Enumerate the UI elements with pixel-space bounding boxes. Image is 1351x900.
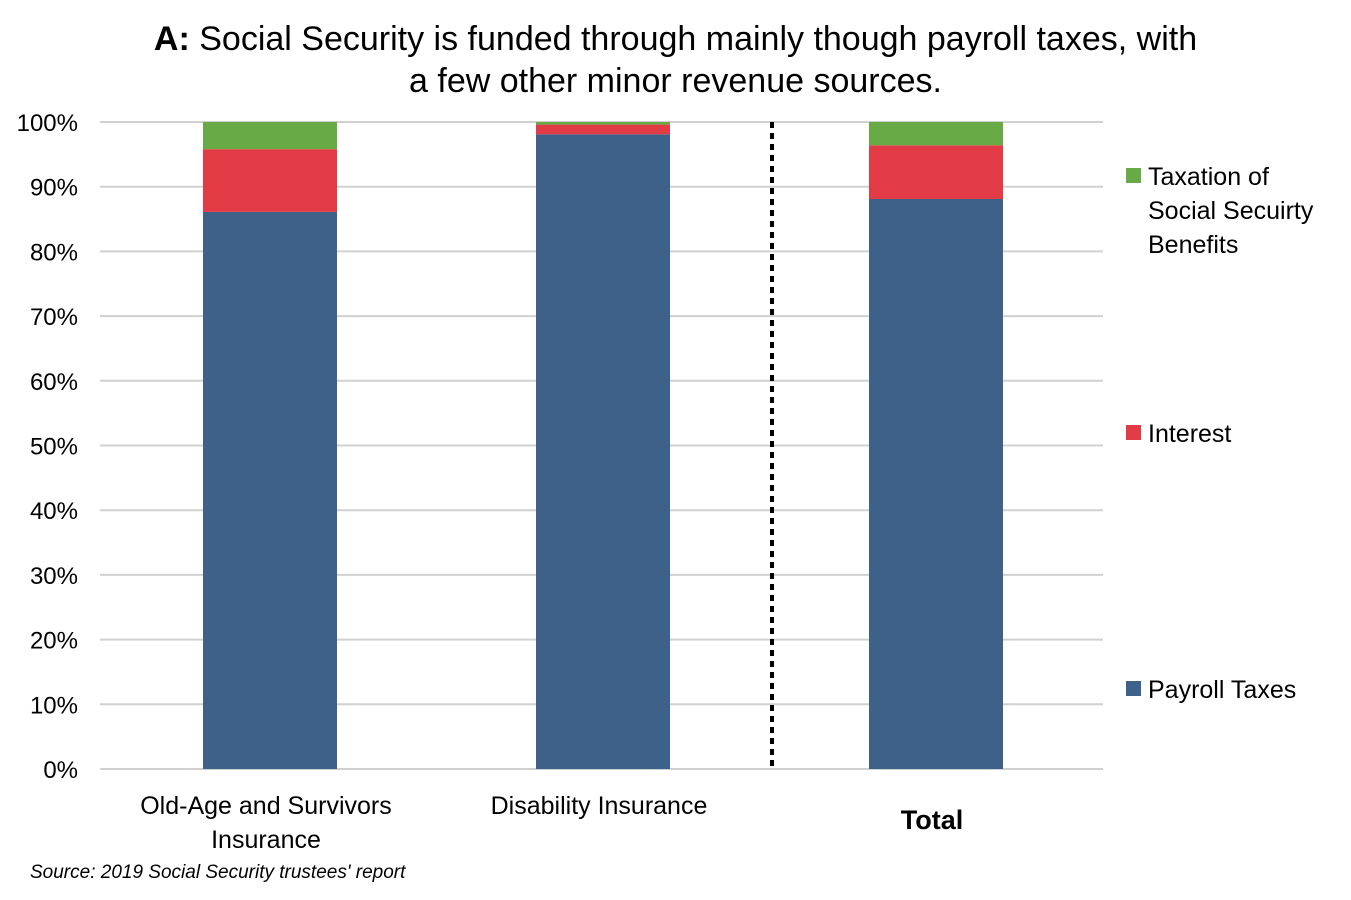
legend-swatch xyxy=(1126,425,1141,440)
y-tick-label: 80% xyxy=(30,239,78,266)
bar-segment xyxy=(203,211,337,770)
bar-segment xyxy=(536,124,670,135)
legend-swatch xyxy=(1126,168,1141,183)
y-tick-label: 70% xyxy=(30,304,78,331)
bar-segment xyxy=(536,134,670,770)
bar-segment xyxy=(869,122,1003,146)
y-tick-label: 50% xyxy=(30,434,78,461)
x-tick-label: Disability Insurance xyxy=(491,792,708,820)
x-tick-label: Insurance xyxy=(211,826,321,854)
y-tick-label: 60% xyxy=(30,369,78,396)
bar-segment xyxy=(203,149,337,212)
bar-segment xyxy=(203,122,337,150)
y-tick-label: 100% xyxy=(17,110,78,137)
y-tick-label: 90% xyxy=(30,175,78,202)
legend-label: Taxation of xyxy=(1148,163,1269,191)
legend-label: Payroll Taxes xyxy=(1148,676,1296,704)
source-note: Source: 2019 Social Security trustees' r… xyxy=(30,862,406,883)
bar-segment xyxy=(536,122,670,125)
y-tick-label: 30% xyxy=(30,563,78,590)
x-tick-label: Old-Age and Survivors xyxy=(140,792,392,820)
bar-segment xyxy=(869,198,1003,770)
legend-swatch xyxy=(1126,681,1141,696)
legend-label: Benefits xyxy=(1148,231,1238,259)
y-tick-label: 0% xyxy=(43,757,78,784)
legend-label: Social Secuirty xyxy=(1148,197,1314,225)
bar-segment xyxy=(869,145,1003,199)
chart-title: A: Social Security is funded through mai… xyxy=(0,18,1351,102)
title-line-2: a few other minor revenue sources. xyxy=(409,62,942,100)
y-tick-label: 20% xyxy=(30,628,78,655)
legend-label: Interest xyxy=(1148,420,1231,448)
title-line-1: Social Security is funded through mainly… xyxy=(199,20,1198,58)
y-tick-label: 10% xyxy=(30,692,78,719)
title-prefix: A: xyxy=(153,20,190,58)
x-tick-label: Total xyxy=(901,805,964,835)
y-tick-label: 40% xyxy=(30,498,78,525)
